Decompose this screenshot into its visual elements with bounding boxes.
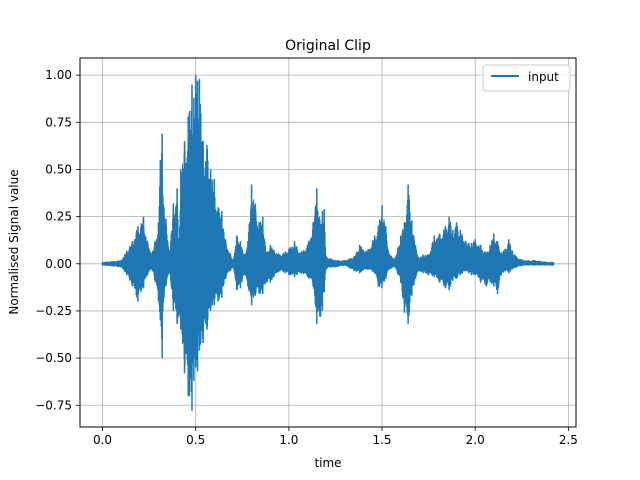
chart-title: Original Clip bbox=[285, 38, 371, 54]
y-tick-label: −0.50 bbox=[35, 351, 72, 365]
legend-box bbox=[482, 64, 571, 92]
legend-label-input: input bbox=[528, 70, 559, 84]
y-tick-label: 0.00 bbox=[45, 257, 72, 271]
legend: input bbox=[482, 64, 571, 92]
x-tick-label: 2.5 bbox=[559, 433, 578, 447]
x-tick-label: 1.0 bbox=[279, 433, 298, 447]
y-tick-label: 1.00 bbox=[45, 68, 72, 82]
plot-frame bbox=[79, 57, 577, 428]
y-axis-label: Normalised Signal value bbox=[7, 169, 21, 314]
y-tick-label: 0.25 bbox=[45, 210, 72, 224]
y-tick-label: −0.25 bbox=[35, 304, 72, 318]
y-axis-ticks: −0.75 −0.50 −0.25 0.00 0.25 0.50 0.75 1.00 bbox=[35, 68, 80, 412]
x-tick-label: 0.5 bbox=[186, 433, 205, 447]
x-tick-label: 2.0 bbox=[466, 433, 485, 447]
y-tick-label: 0.50 bbox=[45, 162, 72, 176]
x-tick-label: 1.5 bbox=[372, 433, 391, 447]
y-tick-label: −0.75 bbox=[35, 398, 72, 412]
x-axis-ticks: 0.0 0.5 1.0 1.5 2.0 2.5 bbox=[93, 427, 578, 447]
series-input bbox=[101, 75, 555, 411]
x-tick-label: 0.0 bbox=[93, 433, 112, 447]
y-tick-label: 0.75 bbox=[45, 115, 72, 129]
x-axis-label: time bbox=[314, 456, 341, 470]
